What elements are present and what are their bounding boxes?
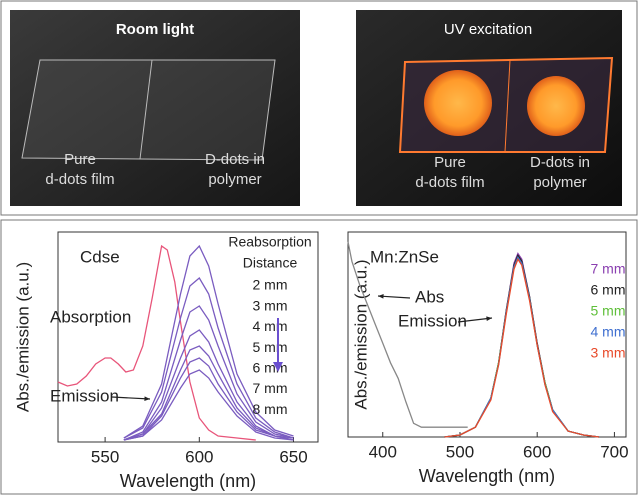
photo-label: Pure bbox=[64, 151, 96, 168]
annotation: Abs bbox=[415, 287, 444, 306]
arrowhead bbox=[486, 316, 492, 321]
x-tick-label: 500 bbox=[446, 442, 474, 461]
legend-title: Reabsorption bbox=[228, 234, 311, 250]
chart-title: Mn:ZnSe bbox=[370, 247, 439, 266]
annotation-arrow bbox=[111, 396, 151, 400]
photo-title: UV excitation bbox=[444, 21, 532, 38]
legend-entry: 7 mm bbox=[591, 261, 626, 277]
legend-entry: 3 mm bbox=[591, 345, 626, 361]
chart: 400 500 600 700 Wavelength (nm) Abs./emission… bbox=[347, 231, 629, 486]
series-line bbox=[123, 369, 294, 441]
series-line bbox=[123, 244, 294, 439]
arrowhead bbox=[144, 396, 150, 402]
x-axis-label: Wavelength (nm) bbox=[120, 471, 256, 491]
arrowhead bbox=[378, 294, 384, 299]
slide-divider bbox=[504, 59, 511, 153]
glass-slide bbox=[21, 59, 276, 161]
x-axis-label: Wavelength (nm) bbox=[419, 466, 555, 486]
photo-labels: Room light Pure d-dots film D-dots in polyme… bbox=[45, 21, 590, 191]
legend-entry: 6 mm bbox=[591, 282, 626, 298]
series-line bbox=[57, 244, 256, 441]
series-line bbox=[123, 305, 294, 441]
x-tick-label: 700 bbox=[600, 442, 628, 461]
photo-label: polymer bbox=[208, 171, 261, 188]
photo-label: d-dots film bbox=[45, 171, 114, 188]
series-line bbox=[123, 357, 294, 441]
legend-entry: 4 mm bbox=[591, 324, 626, 340]
legend-entry: 8 mm bbox=[253, 401, 288, 417]
chart: 550 600 650 Wavelength (nm) Abs./emission (a… bbox=[13, 231, 319, 491]
chart-panel bbox=[0, 219, 638, 495]
photo-label: D-dots in bbox=[530, 154, 590, 171]
annotation: Emission bbox=[398, 311, 467, 330]
legend-entry: 2 mm bbox=[253, 277, 288, 293]
photo-label: Pure bbox=[434, 154, 466, 171]
photo-title: Room light bbox=[116, 21, 194, 38]
photo-label: d-dots film bbox=[415, 174, 484, 191]
legend-title: Distance bbox=[243, 255, 298, 271]
photo-label: D-dots in bbox=[205, 151, 265, 168]
y-axis-label: Abs./emission (a.u.) bbox=[351, 259, 370, 409]
charts: 550 600 650 Wavelength (nm) Abs./emission (a… bbox=[13, 231, 629, 491]
x-tick-label: 650 bbox=[279, 447, 307, 466]
series-line bbox=[123, 345, 294, 441]
series-line bbox=[444, 257, 600, 438]
plot-frame bbox=[57, 231, 319, 443]
chart-title: Cdse bbox=[80, 247, 120, 266]
annotation: Absorption bbox=[50, 307, 131, 326]
legend-entry: 5 mm bbox=[253, 339, 288, 355]
photo bbox=[10, 10, 300, 206]
arrowhead bbox=[273, 362, 283, 372]
legend-entry: 7 mm bbox=[253, 380, 288, 396]
y-axis-label: Abs./emission (a.u.) bbox=[13, 262, 32, 412]
slide-divider bbox=[139, 59, 153, 160]
photo-label: polymer bbox=[533, 174, 586, 191]
series-line bbox=[123, 329, 294, 441]
glow-spot bbox=[527, 76, 585, 136]
x-tick-label: 600 bbox=[185, 447, 213, 466]
annotation: Emission bbox=[50, 386, 119, 405]
legend-entry: 4 mm bbox=[253, 318, 288, 334]
glow-spot bbox=[424, 70, 492, 136]
series-line bbox=[347, 241, 468, 428]
legend-entry: 3 mm bbox=[253, 297, 288, 313]
photo-panel bbox=[0, 0, 638, 216]
series-line bbox=[123, 277, 294, 439]
annotation-arrow bbox=[457, 317, 493, 323]
x-tick-label: 600 bbox=[523, 442, 551, 461]
legend-entry: 5 mm bbox=[591, 303, 626, 319]
plot-frame bbox=[347, 231, 627, 438]
x-tick-label: 400 bbox=[369, 442, 397, 461]
x-tick-label: 550 bbox=[91, 447, 119, 466]
legend-entry: 6 mm bbox=[253, 360, 288, 376]
